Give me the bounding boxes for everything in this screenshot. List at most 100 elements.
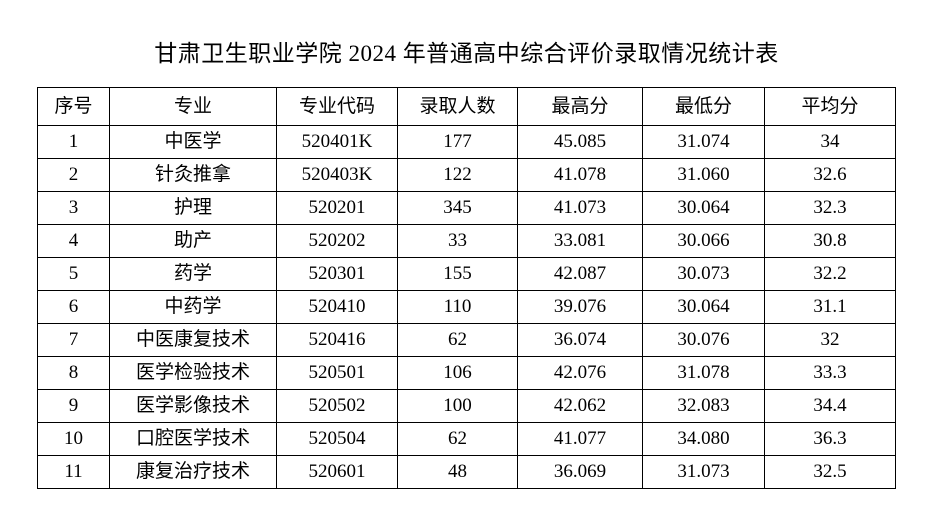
admission-stats-table: 序号 专业 专业代码 录取人数 最高分 最低分 平均分 1 中医学 520401K 177 45.0… [37,87,896,489]
column-header: 专业 [109,87,277,126]
table-cell: 31.074 [642,125,765,159]
table-cell: 520501 [276,356,398,390]
table-cell: 36.3 [764,422,896,456]
table-row: 10 口腔医学技术 520504 62 41.077 34.080 36.3 [37,422,896,456]
table-cell: 5 [37,257,110,291]
table-cell: 31.1 [764,290,896,324]
table-cell: 520601 [276,455,398,489]
table-cell: 32.083 [642,389,765,423]
table-cell: 31.073 [642,455,765,489]
table-cell: 口腔医学技术 [109,422,277,456]
table-cell: 33.081 [517,224,643,258]
table-body: 1 中医学 520401K 177 45.085 31.074 34 2 针灸推拿 520403K… [37,125,896,489]
table-cell: 2 [37,158,110,192]
table-cell: 62 [397,323,518,357]
table-cell: 9 [37,389,110,423]
table-cell: 34.080 [642,422,765,456]
table-cell: 45.085 [517,125,643,159]
table-cell: 4 [37,224,110,258]
table-row: 9 医学影像技术 520502 100 42.062 32.083 34.4 [37,389,896,423]
table-cell: 10 [37,422,110,456]
table-cell: 33.3 [764,356,896,390]
table-cell: 100 [397,389,518,423]
table-cell: 520301 [276,257,398,291]
table-cell: 520403K [276,158,398,192]
table-row: 2 针灸推拿 520403K 122 41.078 31.060 32.6 [37,158,896,192]
table-header: 序号 专业 专业代码 录取人数 最高分 最低分 平均分 [37,87,896,126]
table-cell: 32 [764,323,896,357]
table-cell: 39.076 [517,290,643,324]
table-row: 7 中医康复技术 520416 62 36.074 30.076 32 [37,323,896,357]
table-cell: 110 [397,290,518,324]
page-title: 甘肃卫生职业学院 2024 年普通高中综合评价录取情况统计表 [154,41,779,66]
table-cell: 520502 [276,389,398,423]
table-cell: 155 [397,257,518,291]
table-cell: 32.6 [764,158,896,192]
column-header: 专业代码 [276,87,398,126]
table-cell: 7 [37,323,110,357]
table-cell: 34.4 [764,389,896,423]
table-cell: 31.078 [642,356,765,390]
table-cell: 520410 [276,290,398,324]
table-cell: 36.074 [517,323,643,357]
table-cell: 177 [397,125,518,159]
table-cell: 30.073 [642,257,765,291]
table-row: 11 康复治疗技术 520601 48 36.069 31.073 32.5 [37,455,896,489]
table-cell: 1 [37,125,110,159]
column-header: 录取人数 [397,87,518,126]
table-cell: 康复治疗技术 [109,455,277,489]
column-header: 最高分 [517,87,643,126]
column-header: 平均分 [764,87,896,126]
table-cell: 32.3 [764,191,896,225]
table-row: 3 护理 520201 345 41.073 30.064 32.3 [37,191,896,225]
table-header-row: 序号 专业 专业代码 录取人数 最高分 最低分 平均分 [37,87,896,126]
table-row: 4 助产 520202 33 33.081 30.066 30.8 [37,224,896,258]
table-row: 5 药学 520301 155 42.087 30.073 32.2 [37,257,896,291]
table-cell: 8 [37,356,110,390]
column-header: 最低分 [642,87,765,126]
table-cell: 520416 [276,323,398,357]
table-cell: 30.8 [764,224,896,258]
table-cell: 106 [397,356,518,390]
table-row: 1 中医学 520401K 177 45.085 31.074 34 [37,125,896,159]
table-cell: 30.076 [642,323,765,357]
table-cell: 32.2 [764,257,896,291]
table-cell: 42.062 [517,389,643,423]
table-cell: 520201 [276,191,398,225]
table-cell: 520202 [276,224,398,258]
table-cell: 36.069 [517,455,643,489]
table-cell: 6 [37,290,110,324]
table-cell: 520401K [276,125,398,159]
table-cell: 41.078 [517,158,643,192]
table-cell: 41.077 [517,422,643,456]
table-row: 8 医学检验技术 520501 106 42.076 31.078 33.3 [37,356,896,390]
table-cell: 中药学 [109,290,277,324]
table-cell: 30.066 [642,224,765,258]
table-cell: 31.060 [642,158,765,192]
table-cell: 中医学 [109,125,277,159]
table-cell: 3 [37,191,110,225]
table-row: 6 中药学 520410 110 39.076 30.064 31.1 [37,290,896,324]
table-cell: 中医康复技术 [109,323,277,357]
table-cell: 62 [397,422,518,456]
table-cell: 33 [397,224,518,258]
table-cell: 42.076 [517,356,643,390]
table-cell: 医学影像技术 [109,389,277,423]
table-cell: 药学 [109,257,277,291]
table-cell: 医学检验技术 [109,356,277,390]
table-cell: 34 [764,125,896,159]
table-cell: 30.064 [642,290,765,324]
column-header: 序号 [37,87,110,126]
table-cell: 48 [397,455,518,489]
table-cell: 针灸推拿 [109,158,277,192]
table-cell: 345 [397,191,518,225]
table-cell: 30.064 [642,191,765,225]
table-cell: 42.087 [517,257,643,291]
table-cell: 32.5 [764,455,896,489]
table-cell: 助产 [109,224,277,258]
table-cell: 122 [397,158,518,192]
table-cell: 护理 [109,191,277,225]
table-cell: 11 [37,455,110,489]
table-cell: 520504 [276,422,398,456]
